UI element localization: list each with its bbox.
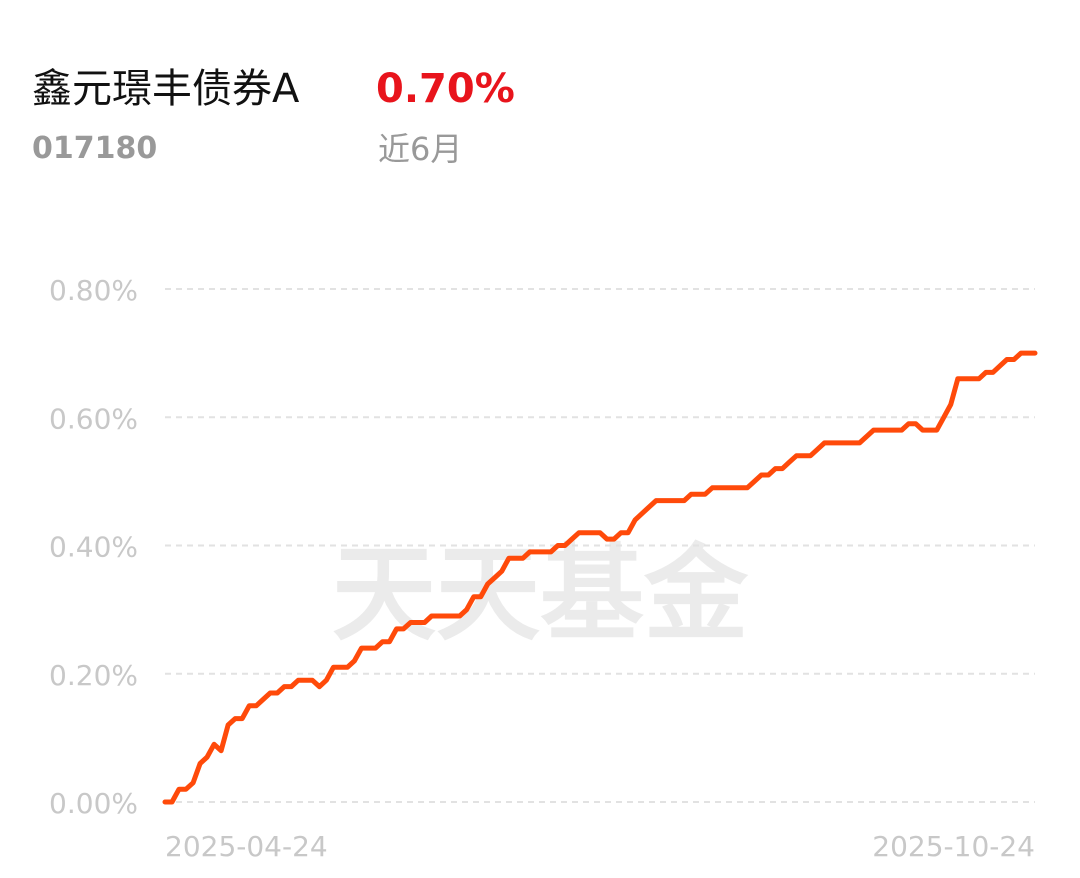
y-tick-label: 0.80% bbox=[49, 274, 138, 307]
x-tick-label: 2025-10-24 bbox=[872, 830, 1035, 863]
fund-return: 0.70% bbox=[376, 66, 515, 112]
fund-name: 鑫元璟丰债券A bbox=[32, 66, 300, 112]
fund-code: 017180 bbox=[32, 131, 157, 166]
line bbox=[162, 350, 1038, 805]
x-tick-label: 2025-04-24 bbox=[165, 830, 328, 863]
y-tick-label: 0.60% bbox=[49, 402, 138, 435]
y-tick-label: 0.20% bbox=[49, 659, 138, 692]
y-tick-label: 0.40% bbox=[49, 531, 138, 564]
period: 近6月 bbox=[378, 130, 462, 168]
y-tick-label: 0.00% bbox=[49, 787, 138, 820]
